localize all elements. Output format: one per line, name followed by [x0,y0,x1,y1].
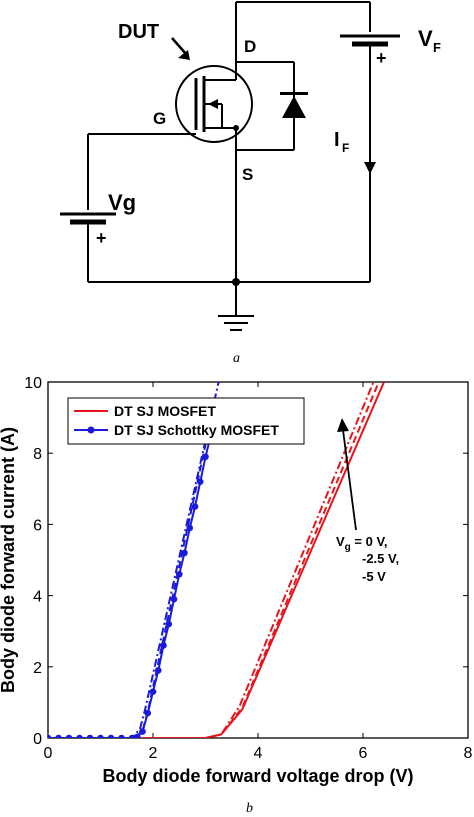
mosfet-circle [175,65,253,143]
circuit-diagram [60,1,400,331]
annotation-line3: -5 V [362,569,386,584]
data-point-schottky [165,620,173,628]
annotation-arrow-head [337,418,349,432]
annotation-vg-sub: g [345,542,351,553]
legend: DT SJ MOSFET DT SJ Schottky MOSFET [67,397,305,445]
vf-plus: + [376,48,387,68]
vg-plus: + [96,228,107,248]
dut-label: DUT [118,21,159,43]
y-axis-title: Body diode forward current (A) [0,427,18,693]
circuit-filled-parts [178,50,376,286]
current-arrow [364,162,376,174]
dut-pointer-head [178,50,190,60]
dut-pointer-line [171,37,187,55]
vf-label-sub: F [433,40,441,55]
series-line-schottky-dashdot [48,382,220,738]
vg-label: Vg [108,190,136,215]
y-tick-label: 0 [33,731,42,748]
axis-ticks: 0 2 4 6 8 0 2 4 6 8 10 [24,375,472,762]
data-point-schottky [160,642,167,649]
mosfet-body-arrow [208,99,218,109]
legend-box [67,397,305,445]
x-tick-label: 0 [44,745,53,762]
legend-marker-schottky [87,426,95,434]
diode-bar [280,92,308,95]
gate-label: G [153,109,166,128]
annotation-vg-value: = 0 V, [351,534,388,549]
annotation-line2: -2.5 V, [362,551,399,566]
legend-entry-mosfet: DT SJ MOSFET [114,403,216,419]
panel-a-caption: a [233,351,240,366]
data-point-schottky [191,503,199,510]
series-line-mosfet-dash [48,382,380,738]
legend-entry-schottky: DT SJ Schottky MOSFET [114,422,279,438]
vf-label: V [418,26,433,51]
x-tick-label: 8 [464,745,473,762]
y-tick-label: 6 [33,517,42,534]
drain-label: D [244,37,256,56]
node-source [233,125,239,131]
annotation-arrow-line [342,429,357,531]
source-label: S [242,165,253,184]
x-tick-label: 2 [149,745,158,762]
y-tick-label: 10 [24,375,42,392]
if-label: I [334,129,340,151]
x-tick-label: 6 [359,745,368,762]
if-label-sub: F [342,141,349,155]
diode-triangle [282,96,306,118]
series-line-mosfet-solid [48,382,385,738]
panel-b-caption: b [246,801,253,816]
y-tick-label: 2 [33,660,42,677]
chart: 0 2 4 6 8 0 2 4 6 8 10 DT SJ MOSFET DT SJ Schottky… [0,375,473,786]
series-line-mosfet-dashdot [48,382,375,738]
x-tick-label: 4 [254,745,263,762]
series-line-schottky-dash [48,395,217,738]
x-axis-title: Body diode forward voltage drop (V) [102,766,413,786]
y-tick-label: 4 [33,589,42,606]
annotation-vg: Vg = 0 V, [336,534,388,553]
node-ground [232,278,240,286]
y-tick-label: 8 [33,446,42,463]
